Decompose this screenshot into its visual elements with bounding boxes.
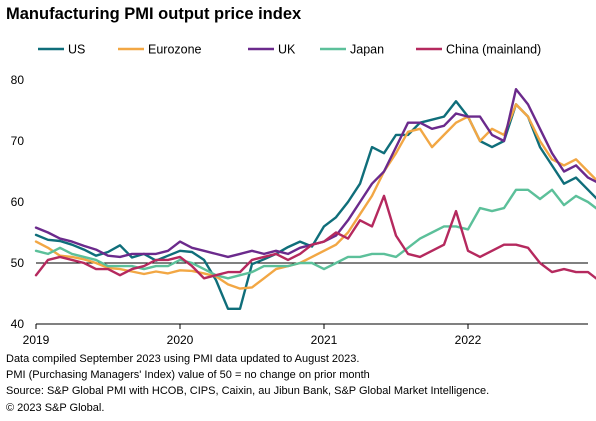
y-tick-label: 60	[11, 195, 25, 209]
legend: US Eurozone UK Japan China (mainland)	[38, 43, 541, 57]
y-tick-label: 70	[11, 134, 25, 148]
x-axis: 20192020202120222023	[23, 323, 588, 345]
legend-label: US	[68, 43, 85, 57]
x-tick-label: 2020	[167, 333, 194, 345]
y-tick-label: 50	[11, 256, 25, 270]
series-line-eurozone	[34, 103, 596, 290]
footer-note-pmi: PMI (Purchasing Managers' Index) value o…	[6, 369, 370, 382]
chart-footer: Data compiled September 2023 using PMI d…	[6, 351, 489, 416]
x-tick-label: 2022	[455, 333, 482, 345]
x-tick-label: 2019	[23, 333, 50, 345]
series-line-japan	[34, 188, 596, 280]
legend-label: China (mainland)	[446, 43, 541, 57]
series-line-us	[34, 100, 596, 310]
series-line-china-mainland	[34, 194, 596, 280]
footer-note-source: Source: S&P Global PMI with HCOB, CIPS, …	[6, 385, 490, 398]
legend-label: UK	[278, 43, 296, 57]
x-tick-label: 2021	[311, 333, 338, 345]
footer-note-compiled: Data compiled September 2023 using PMI d…	[6, 353, 360, 365]
chart-title: Manufacturing PMI output price index	[6, 5, 302, 23]
y-tick-label: 40	[11, 317, 25, 331]
series-line-uk	[34, 87, 596, 259]
legend-label: Japan	[350, 43, 384, 57]
series-lines	[34, 87, 596, 310]
legend-label: Eurozone	[148, 43, 202, 57]
y-axis: 40 50 60 70 80	[11, 73, 588, 331]
footer-note-copyright: © 2023 S&P Global.	[6, 401, 105, 414]
y-tick-label: 80	[11, 73, 25, 87]
line-chart: US Eurozone UK Japan China (mainland) 40 50 60…	[11, 43, 596, 345]
